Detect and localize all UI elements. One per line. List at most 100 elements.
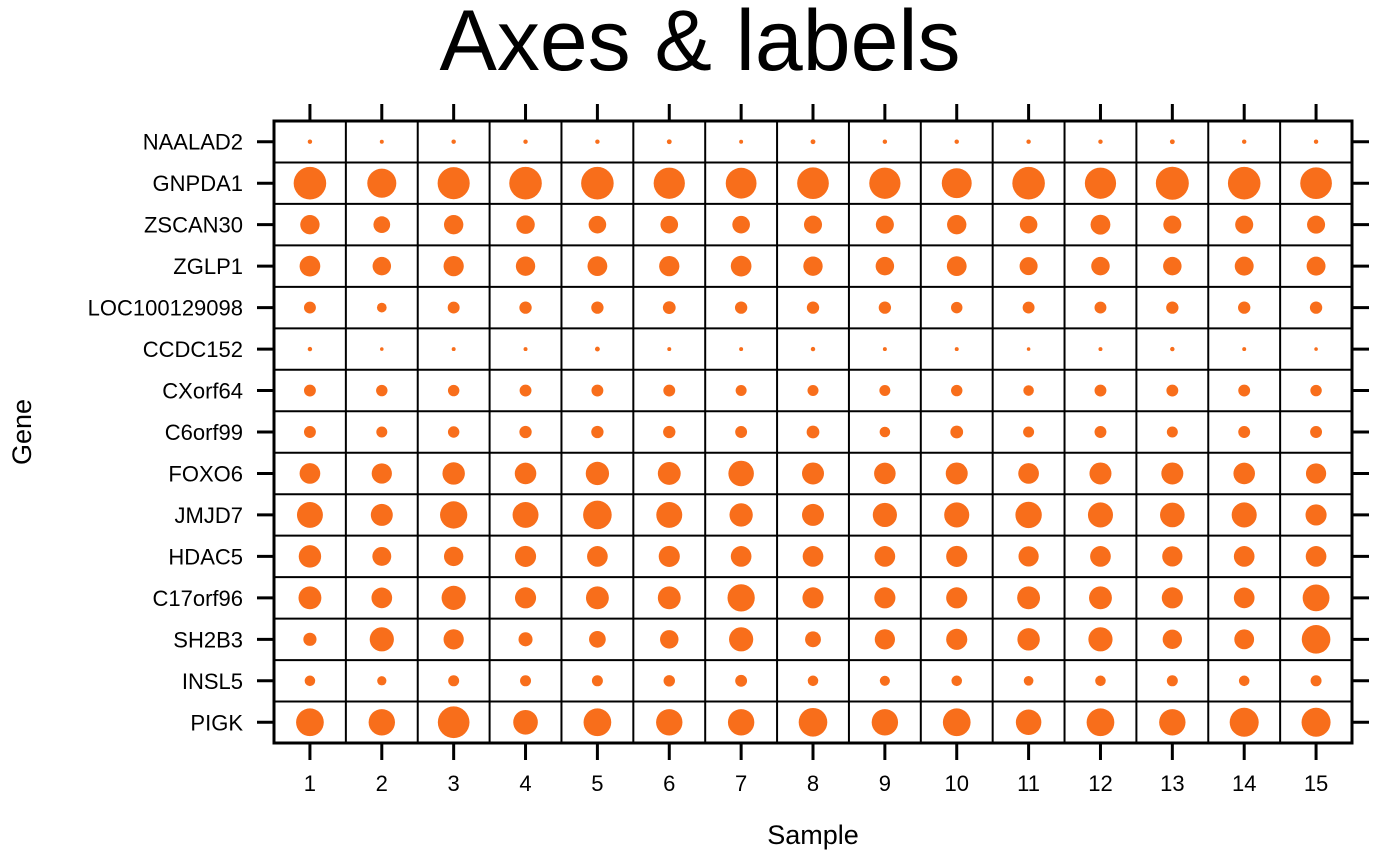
dot-ZGLP1-3 — [443, 256, 464, 277]
dot-HDAC5-13 — [1162, 546, 1183, 567]
x-axis-label: Sample — [767, 820, 859, 850]
dot-HDAC5-2 — [372, 546, 392, 566]
dot-ZSCAN30-15 — [1307, 215, 1326, 234]
dot-C6orf99-10 — [950, 425, 964, 439]
dot-PIGK-10 — [942, 708, 971, 737]
x-tick-label: 11 — [1017, 771, 1040, 796]
dot-C17orf96-5 — [585, 586, 609, 610]
dot-FOXO6-5 — [585, 461, 610, 486]
dot-JMJD7-10 — [944, 502, 970, 528]
y-tick-label: JMJD7 — [175, 503, 243, 528]
dot-HDAC5-11 — [1018, 546, 1039, 567]
dot-PIGK-14 — [1229, 707, 1259, 737]
dot-INSL5-11 — [1023, 675, 1034, 686]
dot-JMJD7-5 — [583, 500, 612, 530]
dot-SH2B3-5 — [589, 630, 606, 648]
dot-SH2B3-6 — [660, 630, 679, 649]
dot-SH2B3-13 — [1162, 629, 1183, 650]
dot-C6orf99-1 — [303, 426, 316, 438]
dot-GNPDA1-15 — [1300, 167, 1332, 200]
dot-ZGLP1-15 — [1306, 256, 1326, 276]
dot-PIGK-3 — [437, 706, 470, 739]
dot-PIGK-7 — [727, 709, 755, 736]
dot-CXorf64-1 — [303, 384, 316, 397]
dot-C17orf96-10 — [946, 587, 968, 609]
dot-CCDC152-8 — [810, 346, 816, 352]
dot-CCDC152-14 — [1242, 347, 1247, 352]
dot-C17orf96-3 — [441, 585, 466, 610]
dot-GNPDA1-8 — [797, 167, 829, 200]
dot-NAALAD2-10 — [954, 139, 959, 144]
x-tick-label: 15 — [1304, 771, 1328, 796]
dot-FOXO6-11 — [1018, 463, 1039, 484]
dot-C6orf99-7 — [735, 426, 748, 438]
dot-GNPDA1-12 — [1084, 167, 1117, 199]
dot-FOXO6-13 — [1161, 462, 1184, 485]
dot-ZSCAN30-4 — [516, 215, 535, 234]
dot-GNPDA1-4 — [509, 166, 542, 200]
dot-JMJD7-3 — [440, 501, 468, 529]
dot-LOC100129098-11 — [1022, 301, 1035, 314]
dot-C6orf99-4 — [519, 425, 532, 439]
x-axis: 1 2 3 4 5 6 7 8 9 10 11 12 13 14 15 — [304, 104, 1328, 796]
dot-LOC100129098-10 — [951, 301, 963, 314]
dot-FOXO6-14 — [1233, 462, 1255, 485]
dot-C17orf96-14 — [1233, 587, 1255, 609]
dot-FOXO6-12 — [1089, 462, 1112, 485]
dot-ZSCAN30-9 — [875, 215, 894, 234]
dot-C6orf99-14 — [1238, 426, 1251, 438]
dots — [293, 139, 1332, 739]
x-tick-label: 7 — [735, 771, 747, 796]
dot-GNPDA1-14 — [1227, 166, 1261, 200]
dot-NAALAD2-4 — [523, 139, 528, 144]
dot-INSL5-3 — [448, 675, 460, 687]
dot-NAALAD2-8 — [810, 139, 816, 145]
y-tick-label: CCDC152 — [143, 337, 243, 362]
dot-CXorf64-8 — [807, 385, 819, 397]
dot-ZGLP1-2 — [372, 256, 392, 276]
dot-C17orf96-11 — [1017, 586, 1041, 610]
dot-INSL5-7 — [735, 674, 748, 687]
dot-NAALAD2-11 — [1026, 139, 1031, 144]
x-tick-label: 10 — [944, 771, 968, 796]
dot-NAALAD2-9 — [882, 139, 888, 144]
dot-FOXO6-4 — [514, 462, 537, 485]
dot-CXorf64-6 — [663, 384, 676, 397]
y-tick-label: LOC100129098 — [88, 296, 243, 321]
dot-ZSCAN30-6 — [660, 215, 679, 234]
x-tick-label: 5 — [591, 771, 603, 796]
dot-LOC100129098-2 — [376, 302, 387, 313]
grid — [272, 119, 1354, 745]
y-tick-label: C6orf99 — [165, 420, 243, 445]
dot-ZSCAN30-8 — [803, 215, 823, 234]
dot-ZSCAN30-3 — [443, 214, 464, 235]
dot-ZSCAN30-13 — [1163, 215, 1182, 234]
dot-SH2B3-11 — [1017, 628, 1040, 651]
dot-ZGLP1-7 — [730, 255, 752, 277]
dot-ZSCAN30-11 — [1019, 215, 1038, 234]
dot-LOC100129098-7 — [734, 301, 748, 314]
dot-CCDC152-15 — [1314, 347, 1318, 351]
dot-HDAC5-5 — [587, 546, 608, 567]
x-tick-label: 14 — [1232, 771, 1256, 796]
dot-GNPDA1-6 — [653, 167, 685, 199]
dot-SH2B3-8 — [805, 631, 821, 648]
dot-C6orf99-9 — [879, 426, 891, 438]
dot-JMJD7-8 — [802, 503, 824, 526]
dot-SH2B3-2 — [369, 627, 394, 652]
dot-PIGK-12 — [1086, 708, 1115, 737]
dot-PIGK-15 — [1301, 707, 1331, 737]
dot-NAALAD2-5 — [595, 139, 600, 144]
dot-JMJD7-9 — [872, 502, 897, 528]
dot-PIGK-11 — [1015, 709, 1042, 736]
dot-JMJD7-13 — [1160, 502, 1185, 528]
dot-JMJD7-7 — [729, 503, 753, 527]
dot-SH2B3-4 — [518, 632, 533, 647]
dot-CXorf64-4 — [519, 384, 532, 397]
dot-ZGLP1-4 — [515, 256, 536, 276]
dot-FOXO6-6 — [657, 462, 681, 485]
y-tick-label: CXorf64 — [162, 379, 243, 404]
x-tick-label: 2 — [376, 771, 388, 796]
y-axis: NAALAD2 GNPDA1 ZSCAN30 ZGLP1 LOC100129098 CCD… — [88, 130, 1369, 735]
dot-CXorf64-13 — [1166, 384, 1179, 397]
